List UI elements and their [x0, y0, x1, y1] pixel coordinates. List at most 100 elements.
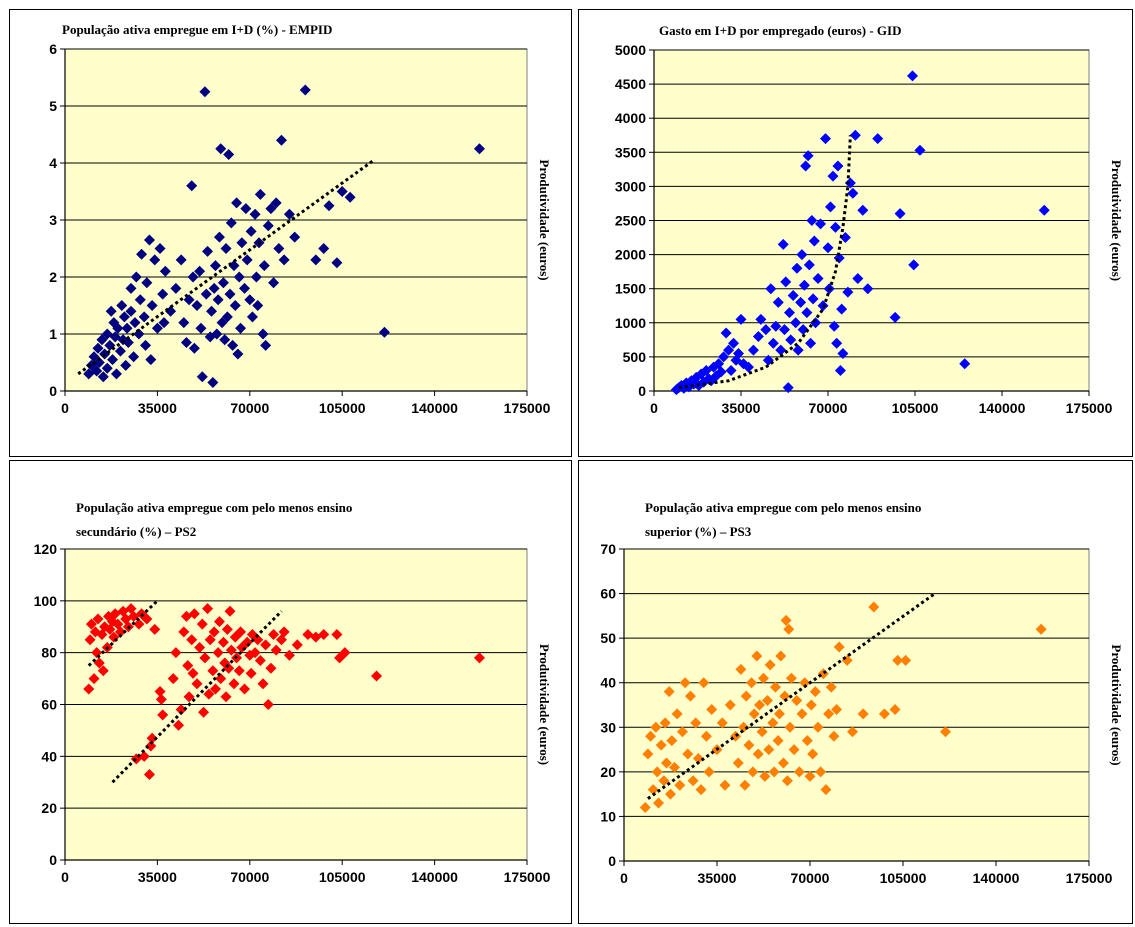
data-point [650, 721, 662, 733]
data-point [663, 686, 675, 698]
data-point [653, 797, 665, 809]
data-point [787, 290, 799, 302]
data-point [706, 703, 718, 715]
data-point [739, 779, 751, 791]
chart-title-line-2: secundário (%) – PS2 [76, 524, 196, 539]
data-point [143, 768, 155, 780]
x-tick-label: 35000 [722, 400, 761, 416]
data-point [344, 191, 356, 203]
data-point [822, 242, 834, 254]
data-point [233, 271, 245, 283]
data-point [804, 770, 816, 782]
data-point [92, 342, 104, 354]
chart-title: População ativa empregue em I+D (%) - EM… [62, 22, 332, 37]
data-point [211, 328, 223, 340]
data-point [824, 201, 836, 213]
data-point [772, 296, 784, 308]
data-point [812, 721, 824, 733]
data-point [700, 730, 712, 742]
data-point [136, 248, 148, 260]
data-point [101, 362, 113, 374]
y-tick-label: 100 [34, 593, 58, 609]
data-point [268, 277, 280, 289]
data-point [110, 368, 122, 380]
data-point [733, 347, 745, 359]
data-point [275, 634, 287, 646]
x-tick-label: 140000 [411, 400, 458, 416]
x-tick-label: 0 [650, 400, 658, 416]
x-tick-label: 35000 [698, 870, 737, 886]
data-point [175, 254, 187, 266]
data-point [133, 618, 145, 630]
data-point [245, 667, 257, 679]
data-point [659, 717, 671, 729]
chart-title-line-2: superior (%) – PS3 [645, 524, 752, 539]
y-tick-label: 5000 [615, 42, 646, 58]
x-tick-label: 105000 [319, 869, 366, 885]
data-point [239, 683, 251, 695]
data-point [857, 708, 869, 720]
data-point [758, 672, 769, 684]
data-point [738, 721, 750, 733]
data-point [262, 699, 274, 710]
data-point [283, 649, 295, 661]
trendline [647, 592, 936, 800]
data-point [194, 641, 206, 653]
data-point [803, 259, 815, 271]
data-point [872, 133, 884, 145]
data-point [265, 662, 277, 674]
data-point [122, 337, 134, 349]
data-point [235, 626, 247, 638]
data-point [143, 234, 155, 246]
data-point [118, 311, 130, 323]
data-point [676, 726, 688, 738]
data-point [695, 368, 707, 380]
data-point [249, 647, 261, 659]
data-point [212, 647, 224, 659]
data-point [775, 650, 787, 662]
data-point [194, 265, 206, 277]
plot-area [623, 548, 1090, 862]
data-point [809, 686, 821, 698]
data-point [823, 708, 835, 720]
x-tick-label: 175000 [504, 869, 551, 885]
data-point [273, 243, 285, 254]
data-point [692, 752, 704, 764]
x-tick-label: 70000 [230, 400, 269, 416]
data-point [331, 629, 343, 641]
data-point [224, 288, 236, 300]
data-point [182, 660, 194, 672]
data-point [878, 708, 890, 720]
data-point [159, 265, 171, 277]
data-point [768, 766, 780, 778]
data-point [270, 644, 282, 656]
data-point [262, 220, 274, 232]
data-point [703, 766, 715, 778]
data-point [805, 337, 817, 349]
data-point [651, 766, 663, 778]
data-point [829, 221, 841, 233]
data-point [141, 277, 153, 289]
data-point [318, 629, 330, 641]
data-point [900, 654, 912, 666]
data-point [767, 717, 779, 729]
y-tick-label: 20 [41, 800, 57, 816]
data-point [371, 670, 383, 682]
data-point [687, 775, 699, 787]
x-tick-label: 105000 [892, 400, 939, 416]
data-point [684, 690, 696, 702]
data-point [228, 678, 240, 690]
data-point [892, 654, 904, 666]
data-point [228, 260, 240, 272]
data-point [217, 636, 229, 648]
data-point [645, 730, 657, 742]
data-point [89, 626, 101, 638]
data-point [258, 260, 270, 272]
data-point [765, 283, 777, 295]
data-point [225, 217, 237, 229]
data-point [725, 365, 737, 377]
data-point [204, 634, 216, 646]
y-tick-label: 500 [623, 349, 647, 365]
data-point [199, 652, 211, 664]
data-point [752, 330, 764, 342]
